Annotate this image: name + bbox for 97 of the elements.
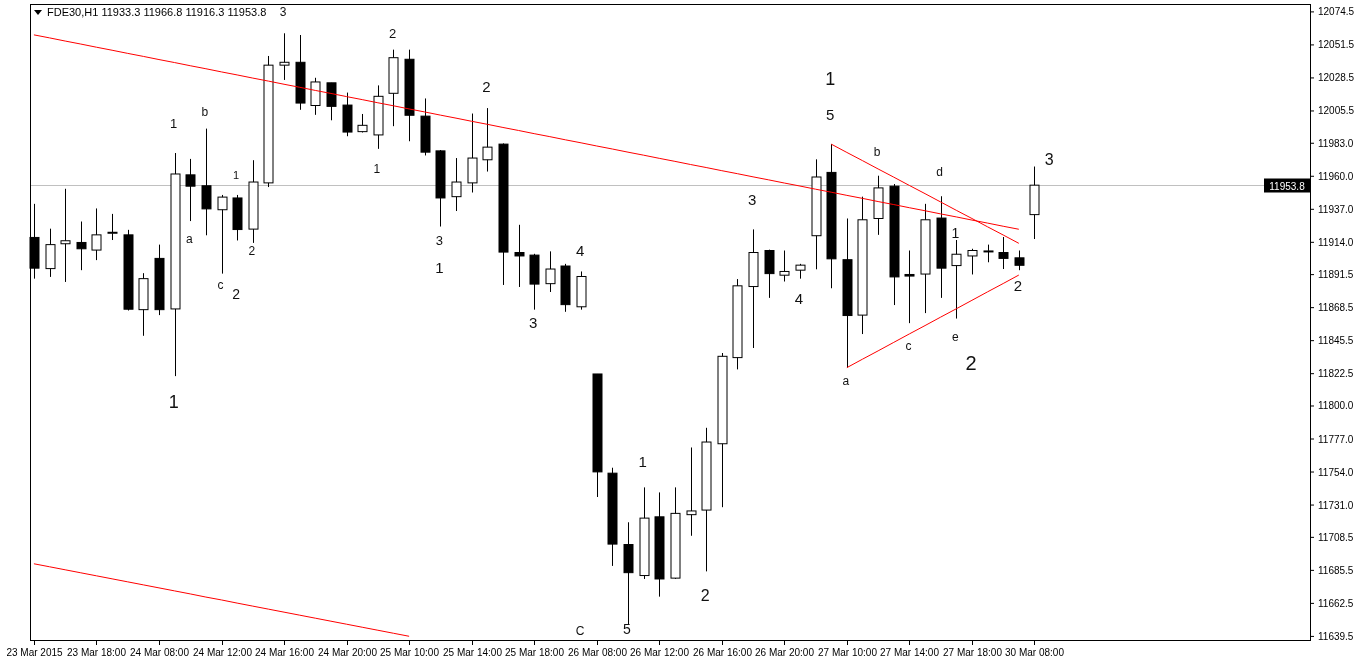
annotation: 1 [825, 68, 836, 89]
annotation: c [217, 278, 224, 293]
annotation: 2 [965, 352, 977, 375]
y-tick-label: 11708.5 [1318, 531, 1354, 543]
y-tick-label: 11754.0 [1318, 466, 1354, 478]
line-series [846, 274, 1020, 369]
chart-title: FDE30,H1 11933.3 11966.8 11916.3 11953.8 [47, 6, 267, 18]
y-tick-label: 11800.0 [1318, 400, 1354, 412]
annotation: e [951, 330, 959, 345]
y-tick-label: 11983.0 [1318, 137, 1354, 149]
line-series [33, 563, 410, 637]
annotation: a [842, 374, 850, 389]
annotation: 5 [623, 620, 632, 637]
y-tick-label: 11891.5 [1318, 269, 1354, 281]
annotation: 1 [233, 168, 240, 181]
annotation: 1 [435, 258, 444, 276]
candlestick [686, 446, 697, 537]
candlestick [482, 107, 493, 173]
x-tick-label: 30 Mar 08:00 [1005, 647, 1065, 658]
candlestick [107, 213, 118, 241]
annotation: 2 [482, 77, 491, 95]
candlestick [76, 221, 87, 271]
x-tick-label: 26 Mar 08:00 [568, 647, 628, 658]
annotation: 4 [575, 241, 585, 259]
candlestick [545, 250, 556, 293]
annotation: 1 [170, 116, 178, 132]
annotation: 3 [435, 233, 444, 249]
annotation: b [201, 105, 209, 120]
y-tick-label: 11685.5 [1318, 564, 1354, 576]
candlestick [998, 236, 1009, 270]
x-tick-label: 25 Mar 14:00 [443, 647, 503, 658]
annotation: d [936, 165, 944, 180]
x-tick-label: 27 Mar 10:00 [818, 647, 878, 658]
y-tick-label: 11777.0 [1318, 433, 1354, 445]
y-tick-label: 12028.5 [1318, 72, 1355, 84]
x-tick-label: 27 Mar 14:00 [880, 647, 940, 658]
annotation: 2 [232, 285, 241, 302]
candlestick [451, 157, 462, 212]
x-tick-label: 23 Mar 18:00 [67, 647, 127, 658]
x-tick-label: 26 Mar 20:00 [755, 647, 815, 658]
annotation: c [905, 339, 912, 354]
y-tick-label: 11639.5 [1318, 630, 1354, 642]
candlestick [764, 249, 775, 299]
annotation: a [185, 232, 193, 247]
annotation: 2 [1013, 276, 1023, 294]
y-tick-label: 11937.0 [1318, 203, 1354, 215]
candlestick [217, 194, 228, 275]
candlestick [514, 224, 525, 288]
y-tick-label: 12005.5 [1318, 105, 1355, 117]
y-tick-label: 11731.0 [1318, 499, 1354, 511]
annotation: b [873, 145, 881, 160]
y-tick-label: 12074.5 [1318, 6, 1355, 18]
annotation: 3 [529, 313, 538, 331]
candlestick [904, 250, 915, 324]
x-tick-label: 24 Mar 12:00 [193, 647, 253, 658]
x-tick-label: 26 Mar 12:00 [630, 647, 690, 658]
candlestick [951, 239, 962, 320]
candlestick [779, 250, 790, 283]
ref-line-label: 11953.8 [1269, 180, 1306, 192]
annotation: 1 [951, 224, 960, 241]
annotation: 3 [747, 190, 757, 208]
x-tick-label: 24 Mar 08:00 [130, 647, 190, 658]
candlestick [326, 82, 337, 121]
candlestick [279, 32, 290, 81]
candlestick [60, 188, 71, 283]
annotation: 2 [248, 244, 256, 259]
candlestick [1014, 250, 1025, 271]
annotation: 5 [826, 105, 835, 123]
candlestick [91, 207, 102, 261]
y-tick-label: 11822.5 [1318, 368, 1354, 380]
x-tick-label: 24 Mar 20:00 [318, 647, 378, 658]
annotation: 4 [794, 289, 804, 307]
annotation: 2 [388, 26, 397, 42]
x-tick-label: 25 Mar 18:00 [505, 647, 565, 658]
x-tick-label: 24 Mar 16:00 [255, 647, 315, 658]
text: 3 [1044, 151, 1054, 169]
y-tick-label: 11868.5 [1318, 302, 1354, 314]
candlestick [185, 158, 196, 222]
x-tick-label: 27 Mar 18:00 [943, 647, 1003, 658]
y-tick-label: 11845.5 [1318, 335, 1354, 347]
annotation: C [575, 624, 585, 639]
candlestick [310, 77, 321, 116]
y-tick-label: 11960.0 [1318, 170, 1354, 182]
candlestick [967, 248, 978, 275]
x-tick-label: 26 Mar 16:00 [693, 647, 753, 658]
annotation: 2 [700, 587, 710, 605]
x-tick-label: 25 Mar 10:00 [380, 647, 440, 658]
annotation: 3 [279, 5, 287, 20]
annotation: 1 [168, 391, 179, 412]
x-tick-label: 23 Mar 2015 [6, 647, 64, 658]
y-tick-label: 12051.5 [1318, 39, 1355, 51]
annotation: 1 [638, 452, 647, 470]
annotation: 1 [373, 162, 381, 177]
candlestick [45, 228, 56, 278]
y-tick-label: 11914.0 [1318, 236, 1354, 248]
y-tick-label: 11662.5 [1318, 597, 1354, 609]
candlestick [201, 128, 212, 236]
